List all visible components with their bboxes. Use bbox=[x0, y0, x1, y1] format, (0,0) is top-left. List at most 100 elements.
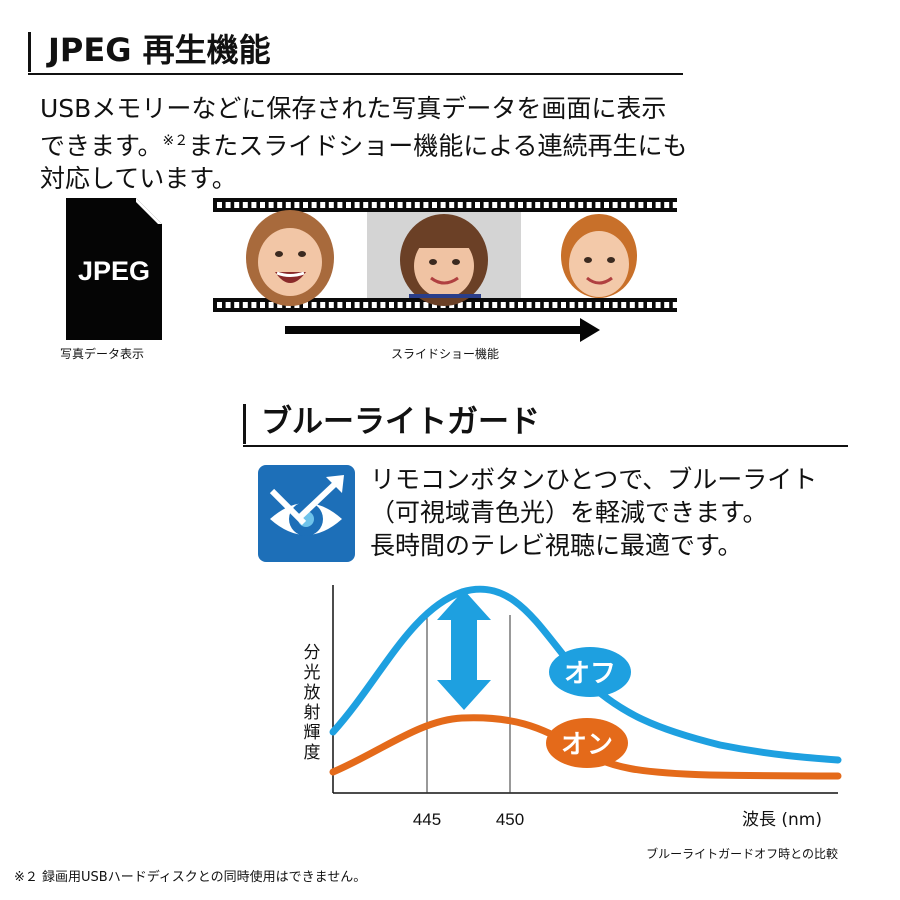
film-perforation bbox=[604, 302, 609, 308]
film-perforation bbox=[578, 202, 584, 208]
film-perforation bbox=[457, 202, 463, 208]
eye-arrow-icon bbox=[258, 465, 355, 562]
film-perforation bbox=[346, 302, 351, 308]
film-perforation bbox=[234, 302, 240, 308]
film-perforation bbox=[260, 202, 265, 208]
film-perforation bbox=[664, 302, 670, 308]
film-perforation bbox=[242, 202, 248, 208]
film-perforation bbox=[346, 202, 351, 208]
film-perforation bbox=[492, 302, 498, 308]
film-perforation bbox=[363, 302, 369, 308]
y-axis-label-char: 射 bbox=[304, 703, 321, 723]
film-perforation bbox=[432, 302, 437, 308]
film-perforation bbox=[535, 202, 541, 208]
film-perforation bbox=[569, 302, 575, 308]
film-perforation bbox=[268, 302, 274, 308]
film-perforation bbox=[423, 302, 429, 308]
film-perforation bbox=[423, 202, 429, 208]
film-perforation bbox=[629, 202, 635, 208]
film-perforation bbox=[509, 302, 515, 308]
film-perforation bbox=[371, 302, 377, 308]
film-perforation bbox=[354, 202, 360, 208]
film-perforation bbox=[251, 302, 257, 308]
film-perforation bbox=[294, 202, 300, 208]
film-perforation bbox=[672, 302, 677, 308]
film-perforation bbox=[621, 302, 627, 308]
film-perforation bbox=[518, 302, 523, 308]
x-axis-label: 波長 (nm) bbox=[742, 810, 822, 830]
bluelight-section-heading: ブルーライトガード bbox=[243, 400, 848, 448]
film-perforation bbox=[655, 302, 661, 308]
film-perforation bbox=[354, 302, 360, 308]
jpeg-section-heading: JPEG 再生機能 bbox=[28, 28, 683, 76]
film-perforation bbox=[664, 202, 670, 208]
film-perforation bbox=[561, 302, 566, 308]
film-perforation bbox=[483, 302, 489, 308]
bluelight-section-title: ブルーライトガード bbox=[261, 404, 540, 440]
film-perforation bbox=[440, 202, 446, 208]
film-perforation bbox=[552, 302, 558, 308]
film-perforation bbox=[621, 202, 627, 208]
film-perforation bbox=[234, 202, 240, 208]
film-perforation bbox=[406, 302, 412, 308]
x-tick-label: 445 bbox=[413, 810, 441, 829]
film-perforation bbox=[466, 302, 472, 308]
film-perforation bbox=[337, 302, 343, 308]
film-perforation bbox=[466, 202, 472, 208]
film-perforation bbox=[260, 302, 265, 308]
film-perforation bbox=[225, 202, 231, 208]
film-perforation bbox=[526, 302, 532, 308]
slideshow-arrow-icon bbox=[285, 318, 600, 342]
film-perforation bbox=[303, 302, 308, 308]
bluelight-desc-line: （可視域青色光）を軽減できます。 bbox=[370, 498, 768, 527]
film-perforation bbox=[389, 302, 394, 308]
film-perforation bbox=[397, 202, 403, 208]
film-perforation bbox=[586, 302, 592, 308]
series-on-label: オン bbox=[561, 730, 613, 760]
film-perforation bbox=[535, 302, 541, 308]
film-perforation bbox=[337, 202, 343, 208]
film-perforation bbox=[595, 202, 601, 208]
film-perforation bbox=[647, 202, 652, 208]
x-tick-label: 450 bbox=[496, 810, 524, 829]
film-perforation bbox=[647, 302, 652, 308]
film-perforation bbox=[432, 202, 437, 208]
film-perforation bbox=[414, 202, 420, 208]
film-perforation bbox=[217, 202, 222, 208]
y-axis-label-char: 度 bbox=[304, 743, 321, 763]
film-perforation bbox=[569, 202, 575, 208]
jpeg-desc-text2: またスライドショー機能による連続再生にも対応しています。 bbox=[40, 131, 688, 194]
heading-rule bbox=[28, 73, 683, 75]
heading-rule bbox=[243, 445, 848, 447]
off-badge bbox=[549, 647, 631, 697]
film-perforation bbox=[251, 202, 257, 208]
jpeg-description: USBメモリーなどに保存された写真データを画面に表示できます。※２またスライドシ… bbox=[40, 92, 690, 195]
y-axis-label-char: 輝 bbox=[304, 723, 321, 743]
film-perforation bbox=[268, 202, 274, 208]
film-perforation bbox=[672, 202, 677, 208]
film-perforation bbox=[217, 302, 222, 308]
film-perforation bbox=[320, 302, 326, 308]
film-strip bbox=[213, 198, 677, 312]
jpeg-file-icon: JPEG bbox=[66, 198, 162, 340]
film-perforation bbox=[604, 202, 609, 208]
film-perforation bbox=[277, 202, 283, 208]
film-perforations-top bbox=[217, 202, 677, 208]
film-perforation bbox=[371, 202, 377, 208]
film-perforation bbox=[380, 302, 386, 308]
heading-bar bbox=[28, 32, 31, 72]
film-perforation bbox=[638, 202, 644, 208]
film-perforation bbox=[552, 202, 558, 208]
film-perforation bbox=[518, 202, 523, 208]
film-perforation bbox=[561, 202, 566, 208]
film-perforation bbox=[311, 202, 317, 208]
jpeg-section-title: JPEG 再生機能 bbox=[48, 31, 271, 69]
bluelight-desc-line: リモコンボタンひとつで、ブルーライト bbox=[370, 465, 818, 494]
film-perforation bbox=[311, 302, 317, 308]
on-badge bbox=[546, 718, 628, 768]
film-perforation bbox=[509, 202, 515, 208]
bluelight-description: リモコンボタンひとつで、ブルーライト （可視域青色光）を軽減できます。 長時間の… bbox=[370, 463, 850, 562]
film-perforation bbox=[277, 302, 283, 308]
